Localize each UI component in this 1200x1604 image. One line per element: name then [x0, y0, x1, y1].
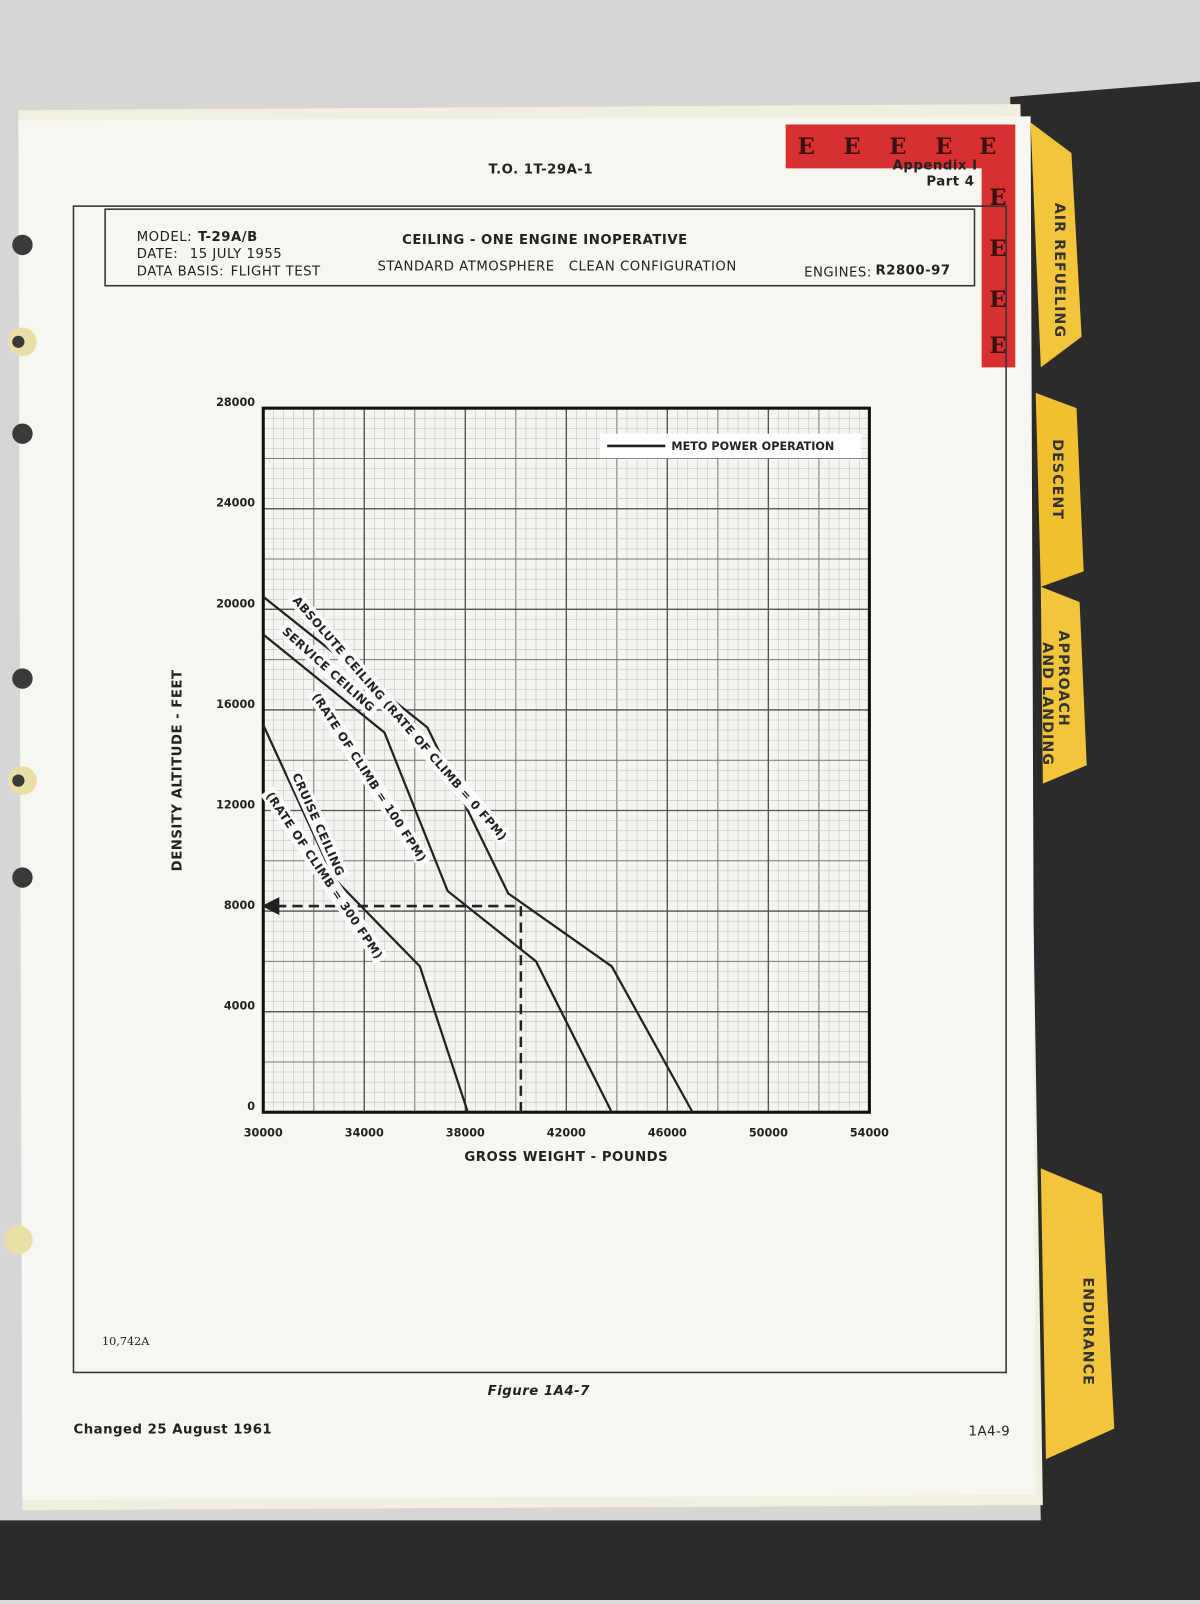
tab-letter: E	[798, 134, 815, 160]
tab	[1040, 586, 1087, 784]
model: T-29A/B	[198, 230, 258, 245]
page-number: 1A4-9	[969, 1425, 1011, 1440]
y-tick-label: 12000	[216, 798, 255, 811]
tab-letter: E	[889, 134, 906, 160]
tab	[1035, 392, 1084, 587]
tab-letter: E	[989, 333, 1006, 359]
engines-label: ENGINES:	[804, 266, 872, 281]
tab	[1030, 122, 1082, 368]
curve-label-bg	[287, 590, 513, 847]
y-tick-label: 24000	[216, 497, 255, 510]
drawing-number: 10,742A	[102, 1335, 150, 1348]
engines: R2800-97	[876, 263, 951, 278]
tab-letter: E	[989, 236, 1006, 262]
curve-label-bg	[306, 687, 432, 868]
y-axis-label: DENSITY ALTITUDE - FEET	[171, 669, 186, 871]
tab-label: ENDURANCE	[1080, 1277, 1096, 1385]
y-tick-label: 8000	[224, 899, 255, 912]
y-tick-label: 20000	[216, 597, 255, 610]
curve-label-bg	[287, 767, 350, 882]
curve-label-bg	[276, 621, 381, 718]
x-tick-label: 50000	[749, 1127, 788, 1140]
tab-letter: E	[989, 287, 1006, 313]
changed-date: Changed 25 August 1961	[73, 1423, 272, 1438]
series-line	[262, 633, 613, 1113]
x-tick-label: 38000	[446, 1127, 485, 1140]
curve-label-bg	[260, 786, 389, 965]
tab-label: AIR REFUELING	[1051, 203, 1067, 338]
header-box	[104, 208, 976, 287]
plot-border	[261, 406, 871, 1114]
red-tab	[785, 124, 1016, 368]
chart-subtitle: STANDARD ATMOSPHERE CLEAN CONFIGURATION	[377, 259, 736, 274]
x-tick-label: 42000	[547, 1127, 586, 1140]
y-tick-label: 16000	[216, 698, 255, 711]
tab-letter: E	[843, 134, 860, 160]
part: Part 4	[926, 175, 974, 190]
tab-letter: E	[935, 134, 952, 160]
y-tick-label: 4000	[224, 1000, 255, 1013]
basis: FLIGHT TEST	[231, 265, 321, 280]
tab-letter: E	[989, 185, 1006, 211]
x-tick-label: 54000	[850, 1127, 889, 1140]
legend-label: METO POWER OPERATION	[671, 440, 834, 453]
x-tick-label: 30000	[244, 1127, 283, 1140]
model-label: MODEL:	[137, 230, 192, 245]
x-tick-label: 34000	[345, 1127, 384, 1140]
doc-number: T.O. 1T-29A-1	[489, 162, 594, 177]
date: 15 JULY 1955	[190, 247, 282, 262]
date-label: DATE:	[137, 247, 179, 262]
basis-label: DATA BASIS:	[137, 265, 224, 280]
punch-holes	[4, 234, 37, 1255]
x-axis-label: GROSS WEIGHT - POUNDS	[464, 1150, 668, 1165]
appendix: Appendix I	[893, 158, 978, 173]
tab-label: APPROACH	[1055, 630, 1071, 726]
y-tick-label: 28000	[216, 396, 255, 409]
tab-label: AND LANDING	[1039, 642, 1055, 766]
figure-caption: Figure 1A4-7	[488, 1384, 590, 1399]
tab-letter: E	[979, 134, 996, 160]
series-line	[262, 724, 469, 1113]
x-tick-label: 46000	[648, 1127, 687, 1140]
plot: 30000 34000 38000 42000 46000 50000 54000 0 4000…	[171, 396, 889, 1165]
tab	[1040, 1168, 1115, 1460]
binder	[0, 81, 1200, 1600]
chart-title: CEILING - ONE ENGINE INOPERATIVE	[402, 233, 688, 248]
y-tick-label: 0	[247, 1100, 255, 1113]
frame	[72, 205, 1007, 1374]
tab-label: DESCENT	[1049, 439, 1065, 520]
